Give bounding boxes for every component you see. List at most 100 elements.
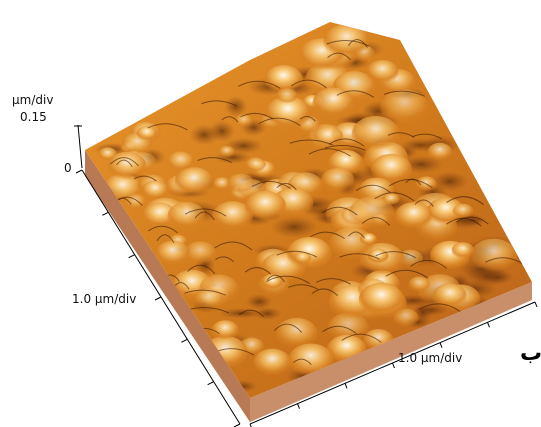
ridge bbox=[446, 196, 484, 205]
bump bbox=[124, 194, 147, 211]
tick bbox=[487, 322, 490, 328]
bump bbox=[351, 116, 400, 152]
pit bbox=[224, 95, 248, 117]
ridge bbox=[411, 133, 443, 140]
ridge bbox=[328, 138, 365, 147]
z-axis bbox=[77, 124, 83, 169]
ridge bbox=[310, 231, 345, 240]
tick bbox=[297, 403, 300, 409]
pit bbox=[271, 216, 318, 238]
ridge bbox=[201, 100, 237, 107]
ridge bbox=[410, 259, 447, 269]
bump bbox=[359, 233, 377, 246]
bump bbox=[323, 24, 370, 59]
bump bbox=[366, 59, 399, 85]
z-max: 0.15 bbox=[20, 110, 47, 124]
ridge bbox=[147, 123, 188, 131]
ridge bbox=[385, 269, 429, 279]
ridge bbox=[374, 192, 415, 202]
bump bbox=[261, 274, 284, 291]
tick bbox=[75, 169, 83, 174]
bump bbox=[193, 288, 224, 311]
pit bbox=[189, 124, 220, 146]
ridge bbox=[316, 278, 352, 285]
ridge bbox=[321, 206, 358, 216]
ridge bbox=[485, 257, 524, 265]
tick bbox=[128, 254, 135, 259]
ridge bbox=[266, 274, 286, 283]
pit bbox=[245, 293, 273, 310]
ridge bbox=[251, 180, 291, 189]
ridge bbox=[322, 325, 357, 335]
surface-texture bbox=[93, 24, 524, 393]
ridge bbox=[293, 358, 312, 365]
ridge bbox=[116, 159, 133, 168]
bump bbox=[211, 320, 239, 341]
z-min: 0 bbox=[64, 161, 72, 175]
bump bbox=[174, 167, 214, 197]
bump bbox=[155, 240, 190, 267]
ridge bbox=[414, 199, 434, 207]
tick bbox=[344, 383, 348, 389]
tick bbox=[102, 211, 109, 216]
ridge bbox=[184, 208, 227, 217]
bump bbox=[276, 88, 298, 105]
ridge bbox=[133, 175, 157, 182]
bump bbox=[432, 283, 467, 310]
bump bbox=[427, 142, 453, 162]
ridge bbox=[383, 90, 426, 97]
ridge bbox=[244, 267, 272, 275]
ridge bbox=[187, 264, 216, 274]
ridge bbox=[215, 256, 234, 262]
ridge bbox=[341, 333, 382, 343]
bump bbox=[218, 145, 235, 159]
bump bbox=[141, 202, 178, 230]
bump bbox=[397, 249, 424, 269]
slab-left bbox=[85, 150, 250, 422]
tick bbox=[534, 301, 538, 308]
ridge bbox=[238, 309, 264, 318]
ridge bbox=[418, 303, 461, 313]
pit bbox=[253, 307, 282, 320]
bump bbox=[312, 87, 355, 120]
x-label: 1.0 µm/div bbox=[398, 351, 462, 365]
bump bbox=[321, 167, 355, 193]
tick bbox=[181, 338, 188, 343]
ridge bbox=[291, 79, 327, 89]
bump bbox=[313, 125, 344, 149]
ridge bbox=[375, 251, 416, 259]
tick bbox=[392, 362, 395, 369]
bump bbox=[212, 177, 232, 192]
ridge bbox=[308, 148, 351, 157]
ridge bbox=[288, 284, 319, 290]
ridge bbox=[276, 182, 297, 191]
tick bbox=[207, 381, 214, 386]
ridge bbox=[258, 117, 301, 126]
bump bbox=[234, 114, 253, 128]
ridge bbox=[238, 80, 281, 89]
bump bbox=[470, 238, 517, 274]
caption: ب bbox=[520, 341, 541, 366]
bump bbox=[293, 251, 312, 265]
ridge bbox=[387, 132, 415, 138]
ridge bbox=[336, 90, 375, 98]
bump bbox=[253, 348, 292, 377]
bump bbox=[166, 151, 195, 173]
ridge bbox=[355, 184, 391, 193]
bump bbox=[264, 96, 311, 131]
ridge bbox=[214, 241, 253, 251]
bump bbox=[212, 201, 253, 232]
ridge bbox=[221, 116, 239, 123]
bump bbox=[245, 157, 267, 174]
bump bbox=[226, 173, 255, 195]
ridge bbox=[446, 217, 482, 227]
bump bbox=[244, 190, 287, 223]
ridge bbox=[289, 139, 334, 146]
bump bbox=[275, 317, 318, 350]
ridge bbox=[456, 216, 489, 225]
bump bbox=[452, 203, 474, 220]
bump bbox=[408, 276, 431, 293]
bump bbox=[348, 196, 395, 231]
ridge bbox=[324, 145, 366, 151]
